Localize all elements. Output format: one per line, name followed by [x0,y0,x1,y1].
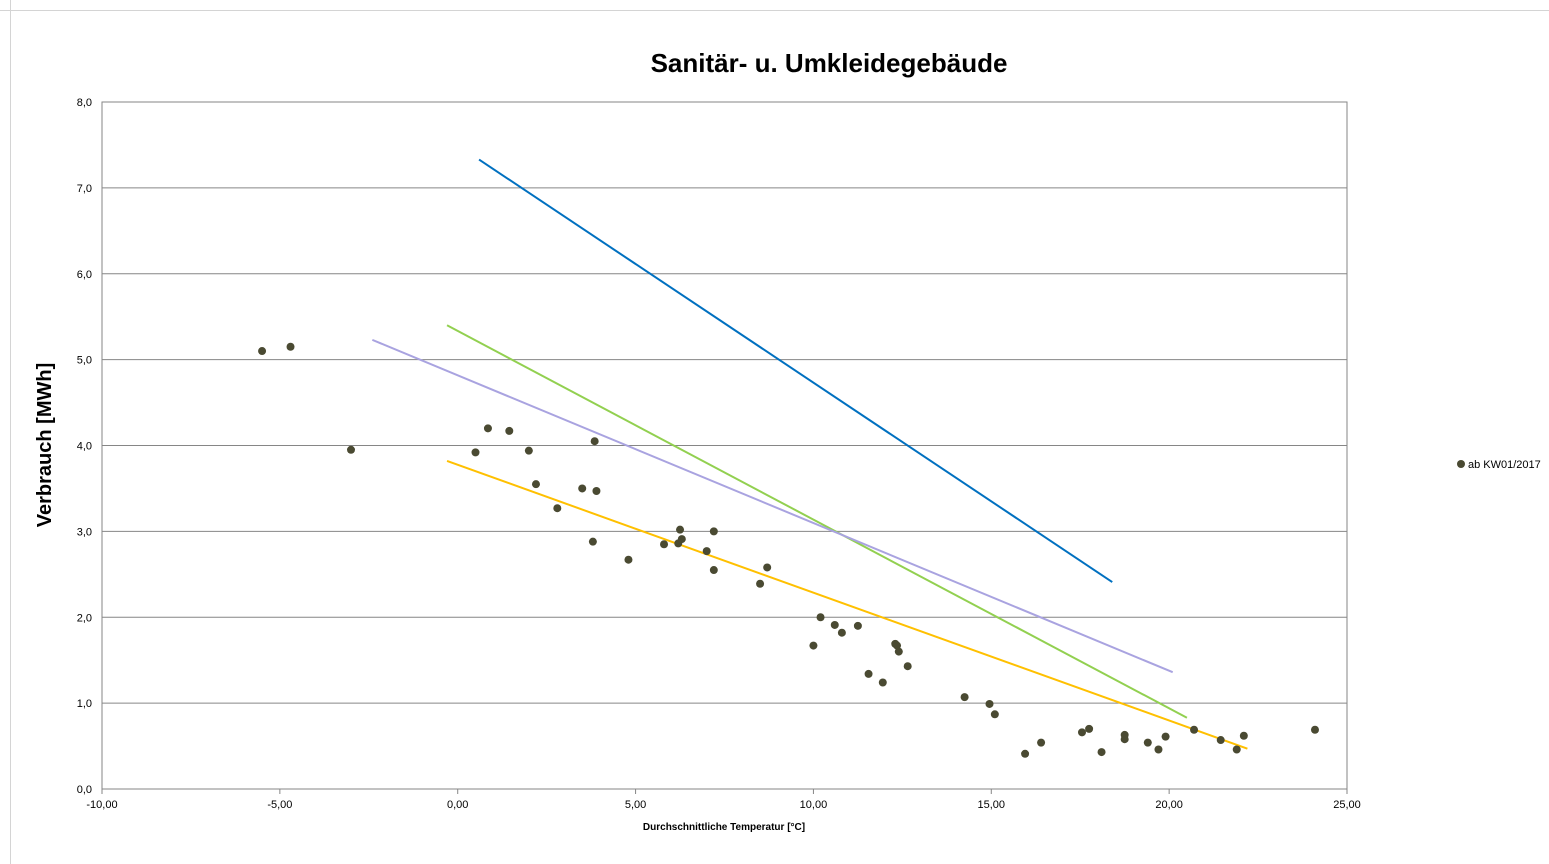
y-tick-label: 4,0 [77,441,92,453]
y-tick-label: 0,0 [77,784,92,796]
data-point [1239,731,1248,740]
data-point [830,620,839,629]
data-point [1021,749,1030,758]
data-point [756,579,765,588]
legend-label: ab KW01/2017 [1468,459,1541,471]
data-point [624,555,633,564]
data-point [1077,728,1086,737]
data-point [878,678,887,687]
data-point [660,540,669,549]
y-axis-ticks: 0,0 1,0 2,0 3,0 4,0 5,0 6,0 7,0 8,0 [77,97,92,796]
data-point [903,662,912,671]
data-point [809,641,818,650]
x-tick-label: 5,00 [625,799,646,811]
x-tick-label: 10,00 [800,799,828,811]
y-tick-label: 5,0 [77,355,92,367]
data-point [985,699,994,708]
trend-line [371,338,1174,674]
data-point [894,647,903,656]
y-tick-label: 7,0 [77,183,92,195]
data-point [258,347,267,356]
data-point [578,484,587,493]
y-axis-label: Verbrauch [MWh] [34,363,56,527]
trend-line [478,158,1113,583]
sheet-row-strip [0,0,11,864]
y-tick-label: 2,0 [77,612,92,624]
data-point [1143,738,1152,747]
sheet-header-strip [0,0,1549,11]
trend-line [446,460,1248,750]
trend-lines [371,158,1248,750]
data-point [709,527,718,536]
data-point [853,621,862,630]
x-tick-label: 0,00 [447,799,468,811]
data-point [709,566,718,575]
legend[interactable]: ab KW01/2017 [1457,459,1541,471]
data-point [592,487,601,496]
data-point [590,437,599,446]
x-tick-label: 20,00 [1155,799,1183,811]
y-tick-label: 8,0 [77,97,92,109]
data-point [1097,748,1106,757]
data-point [471,448,480,457]
x-axis-ticks: -10,00 -5,00 0,00 5,00 10,00 15,00 20,00 25,00 [86,789,1361,811]
x-axis-label: Durchschnittliche Temperatur [°C] [643,822,805,833]
grid-lines [102,101,1347,790]
data-point [864,669,873,678]
x-tick-label: -10,00 [86,799,117,811]
data-point [763,563,772,572]
y-tick-label: 3,0 [77,526,92,538]
data-point [1085,724,1094,733]
data-point [1161,732,1170,741]
data-point [893,641,902,650]
data-point [531,480,540,489]
x-tick-label: 15,00 [978,799,1006,811]
trend-line [446,324,1188,719]
chart-title: Sanitär- u. Umkleidegebäude [651,48,1008,78]
x-tick-label: 25,00 [1333,799,1361,811]
plot-area-border [101,101,1348,790]
data-point [1216,736,1225,745]
data-point [816,613,825,622]
data-point [483,424,492,433]
data-point [837,628,846,637]
data-point [702,547,711,556]
x-tick-label: -5,00 [267,799,292,811]
legend-marker [1457,460,1465,468]
data-point [1190,725,1199,734]
data-point [505,426,514,435]
data-point [286,342,295,351]
data-points [258,342,1319,758]
data-point [347,445,355,454]
y-tick-label: 1,0 [77,698,92,710]
data-point [960,693,969,702]
data-point [1120,730,1129,739]
data-point [1232,745,1241,754]
y-tick-label: 6,0 [77,269,92,281]
data-point [524,446,533,455]
data-point [1310,725,1319,734]
data-point [1037,738,1046,747]
data-point [553,504,562,513]
data-point [588,537,597,546]
data-point [676,525,685,534]
data-point [990,710,999,719]
data-point [677,535,686,544]
data-point [1154,745,1163,754]
